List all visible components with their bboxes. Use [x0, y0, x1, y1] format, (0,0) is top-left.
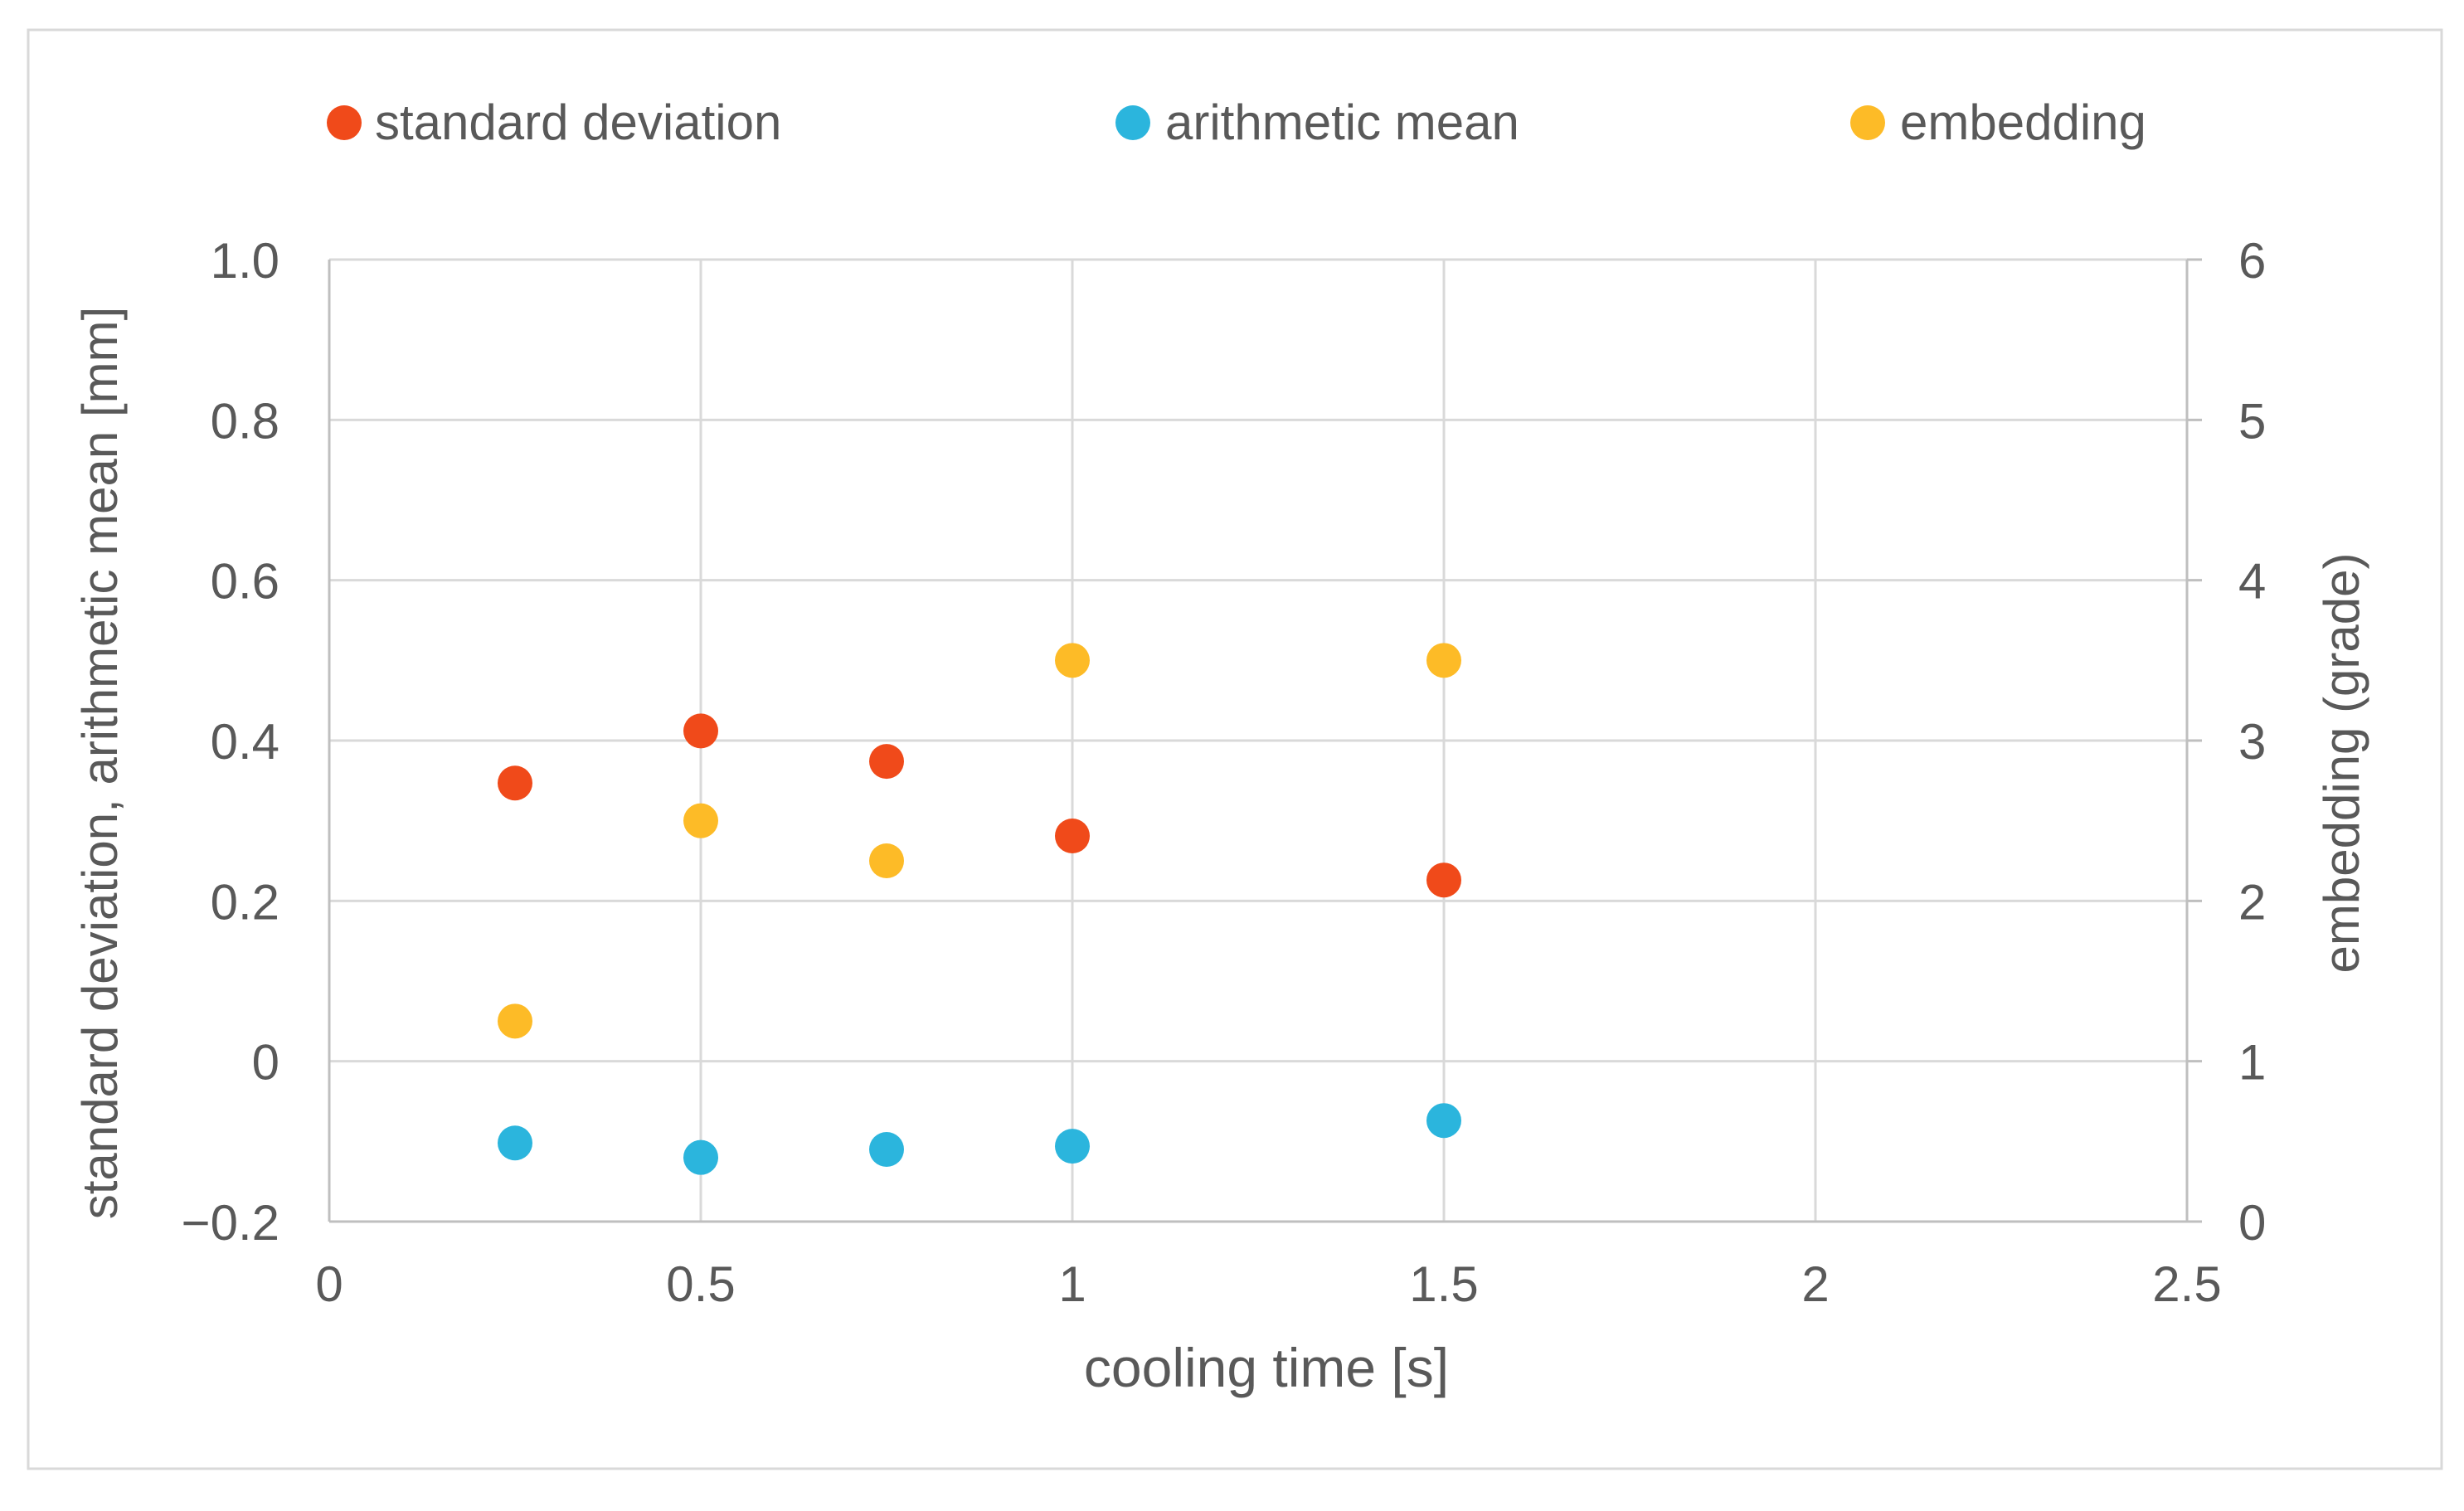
y2-tick-label: 3 [2238, 714, 2266, 770]
y-tick-label: 1.0 [211, 233, 279, 289]
standard-deviation-point [1055, 819, 1090, 854]
y-tick-label: 0.6 [211, 554, 279, 610]
legend-label: standard deviation [375, 95, 781, 150]
y2-tick-label: 6 [2238, 233, 2266, 289]
arithmetic-mean-point [498, 1125, 532, 1161]
y-tick-label: −0.2 [182, 1195, 279, 1251]
y-axis-title-left: standard deviation, arithmetic mean [mm] [72, 307, 128, 1219]
y-axis-title-right: embedding (grade) [2314, 553, 2369, 974]
embedding-point [1426, 643, 1461, 678]
arithmetic-mean-point [1426, 1103, 1461, 1139]
x-tick-label: 0 [315, 1256, 343, 1312]
legend-label: embedding [1900, 95, 2146, 150]
chart-border [27, 28, 2443, 1470]
legend-label: arithmetic mean [1165, 95, 1519, 150]
legend-marker [1115, 105, 1150, 140]
standard-deviation-point [1426, 862, 1461, 898]
standard-deviation-point [869, 744, 904, 780]
legend: standard deviation arithmetic mean embeddi… [327, 95, 2146, 150]
x-tick-label: 2.5 [2152, 1256, 2221, 1312]
tick-labels: −0.2 0 0.2 0.4 0.6 0.8 1.0 0 0.5 1 1.5 2 2.5 0 1 2 3 4 5 6 [182, 233, 2267, 1312]
axes [328, 258, 2202, 1223]
embedding-point [498, 1003, 532, 1039]
embedding-point [683, 803, 718, 838]
standard-deviation-point [683, 713, 718, 749]
standard-deviation-point [498, 765, 532, 801]
x-axis-title: cooling time [s] [1084, 1337, 1449, 1398]
y-tick-label: 0 [252, 1035, 279, 1091]
y-tick-label: 0.8 [211, 393, 279, 449]
y2-tick-label: 0 [2238, 1195, 2266, 1251]
legend-marker [327, 105, 362, 140]
x-tick-label: 0.5 [666, 1256, 735, 1312]
arithmetic-mean-point [683, 1139, 718, 1175]
legend-marker [1850, 105, 1885, 140]
y2-tick-label: 4 [2238, 554, 2266, 610]
arithmetic-mean-point [869, 1132, 904, 1167]
arithmetic-mean-point [1055, 1129, 1090, 1164]
x-tick-label: 2 [1801, 1256, 1829, 1312]
embedding-point [869, 843, 904, 878]
y-tick-label: 0.2 [211, 874, 279, 930]
embedding-point [1055, 643, 1090, 678]
x-tick-label: 1 [1058, 1256, 1086, 1312]
y2-tick-label: 2 [2238, 874, 2266, 930]
y2-tick-label: 5 [2238, 393, 2266, 449]
y2-tick-label: 1 [2238, 1035, 2266, 1091]
y-tick-label: 0.4 [211, 714, 279, 770]
x-tick-label: 1.5 [1409, 1256, 1478, 1312]
data-points [498, 643, 1461, 1175]
